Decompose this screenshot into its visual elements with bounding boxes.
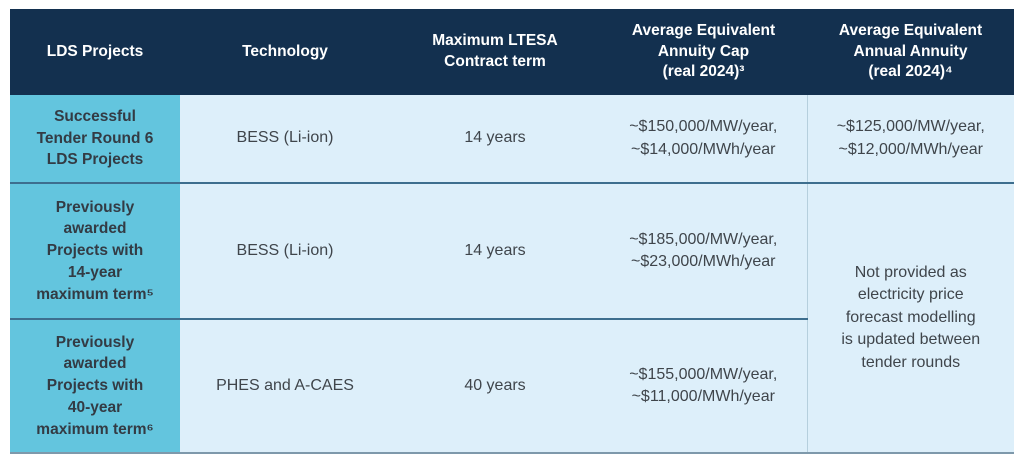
header-cell-lds-projects: LDS Projects [10, 9, 180, 95]
cell-technology-row3: PHES and A-CAES [180, 318, 390, 454]
table-row-successful-tender-round-6: Successful Tender Round 6 LDS Projects B… [10, 95, 1014, 183]
cell-annual-annuity-not-provided-note: Not provided as electricity price foreca… [806, 182, 1014, 454]
cell-project-row1: Successful Tender Round 6 LDS Projects [10, 95, 180, 183]
cell-annual-annuity-row1: ~$125,000/MW/year, ~$12,000/MWh/year [806, 95, 1014, 183]
header-row: LDS Projects Technology Maximum LTESA Co… [10, 9, 1014, 95]
header-cell-max-ltesa-contract-term: Maximum LTESA Contract term [390, 9, 600, 95]
cell-term-row3: 40 years [390, 318, 600, 454]
cell-annuity-cap-row2: ~$185,000/MW/year, ~$23,000/MWh/year [600, 182, 807, 319]
table-row-previously-awarded-14-year: Previously awarded Projects with 14-year… [10, 182, 1014, 454]
header-cell-technology: Technology [180, 9, 390, 95]
lds-projects-annuity-table: LDS Projects Technology Maximum LTESA Co… [10, 9, 1014, 454]
cell-term-row1: 14 years [390, 95, 600, 183]
cell-term-row2: 14 years [390, 182, 600, 319]
cell-technology-row1: BESS (Li-ion) [180, 95, 390, 183]
cell-project-row3: Previously awarded Projects with 40-year… [10, 318, 180, 454]
cell-project-row2: Previously awarded Projects with 14-year… [10, 182, 180, 319]
header-cell-average-equivalent-annuity-cap: Average Equivalent Annuity Cap (real 202… [600, 9, 807, 95]
table-row-previously-awarded-40-year: Previously awarded Projects with 40-year… [10, 318, 1014, 454]
cell-technology-row2: BESS (Li-ion) [180, 182, 390, 319]
lds-projects-table-container: LDS Projects Technology Maximum LTESA Co… [10, 9, 1014, 454]
cell-annuity-cap-row1: ~$150,000/MW/year, ~$14,000/MWh/year [600, 95, 807, 183]
header-cell-average-equivalent-annual-annuity: Average Equivalent Annual Annuity (real … [807, 9, 1014, 95]
cell-annuity-cap-row3: ~$155,000/MW/year, ~$11,000/MWh/year [600, 318, 807, 454]
